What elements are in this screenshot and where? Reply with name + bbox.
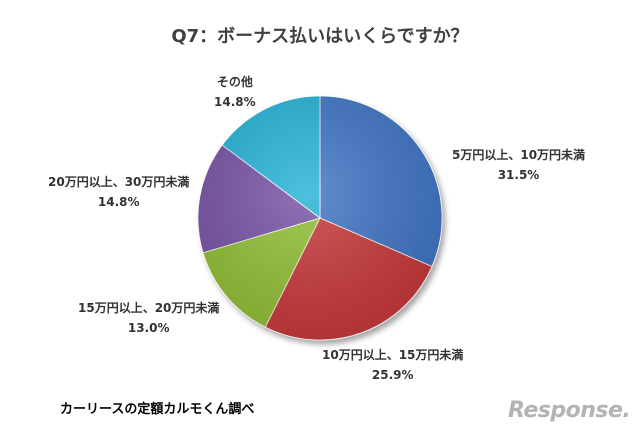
slice-category: 15万円以上、20万円未満 <box>78 301 220 315</box>
source-note: カーリースの定額カルモくん調べ <box>60 402 255 417</box>
brand-logo: Response. <box>508 398 631 423</box>
slice-label-other: その他 14.8% <box>214 72 256 112</box>
slice-percent: 13.0% <box>127 321 170 335</box>
slice-label-5-10: 5万円以上、10万円未満 31.5% <box>452 145 585 185</box>
slice-label-15-20: 15万円以上、20万円未満 13.0% <box>78 298 219 338</box>
slice-label-10-15: 10万円以上、15万円未満 25.9% <box>322 345 463 385</box>
slice-category: 20万円以上、30万円未満 <box>48 175 190 189</box>
slice-percent: 14.8% <box>97 195 140 209</box>
slice-category: 10万円以上、15万円未満 <box>322 348 464 362</box>
slice-percent: 25.9% <box>371 368 414 382</box>
slice-percent: 31.5% <box>497 168 540 182</box>
slice-percent: 14.8% <box>214 95 256 109</box>
slice-label-20-30: 20万円以上、30万円未満 14.8% <box>48 172 189 212</box>
slice-category: 5万円以上、10万円未満 <box>452 148 586 162</box>
chart-title: Q7：ボーナス払いはいくらですか？ <box>171 26 469 47</box>
slice-category: その他 <box>216 75 253 89</box>
